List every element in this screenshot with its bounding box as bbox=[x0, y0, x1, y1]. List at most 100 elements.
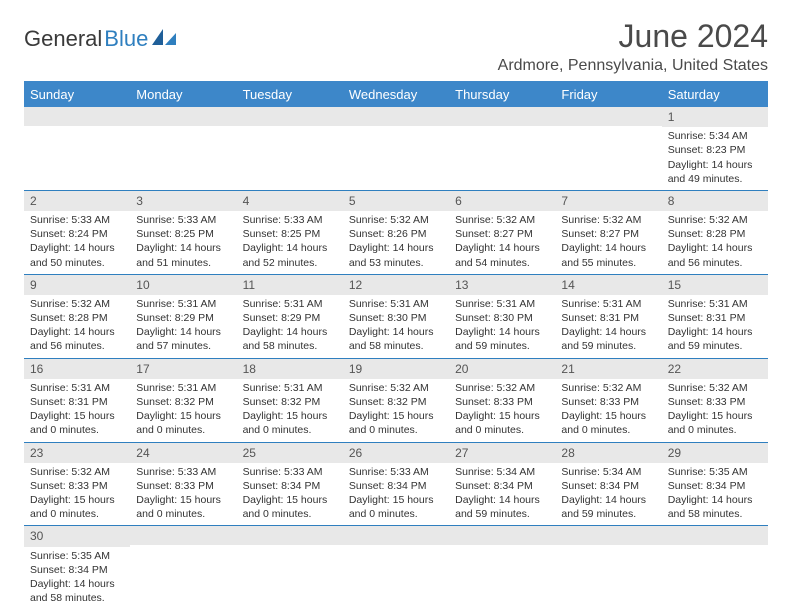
calendar-cell: 16Sunrise: 5:31 AMSunset: 8:31 PMDayligh… bbox=[24, 358, 130, 442]
day-number: 13 bbox=[449, 275, 555, 295]
daylight-text: Daylight: 14 hours and 59 minutes. bbox=[455, 325, 549, 353]
sunrise-text: Sunrise: 5:31 AM bbox=[243, 297, 337, 311]
calendar-cell: 15Sunrise: 5:31 AMSunset: 8:31 PMDayligh… bbox=[662, 274, 768, 358]
sunrise-text: Sunrise: 5:33 AM bbox=[243, 465, 337, 479]
calendar-cell bbox=[24, 107, 130, 190]
cell-body: Sunrise: 5:35 AMSunset: 8:34 PMDaylight:… bbox=[662, 463, 768, 526]
cell-body: Sunrise: 5:32 AMSunset: 8:28 PMDaylight:… bbox=[24, 295, 130, 358]
day-number bbox=[343, 526, 449, 545]
day-number: 20 bbox=[449, 359, 555, 379]
sunrise-text: Sunrise: 5:31 AM bbox=[30, 381, 124, 395]
calendar-cell: 21Sunrise: 5:32 AMSunset: 8:33 PMDayligh… bbox=[555, 358, 661, 442]
daylight-text: Daylight: 14 hours and 58 minutes. bbox=[668, 493, 762, 521]
cell-body: Sunrise: 5:31 AMSunset: 8:31 PMDaylight:… bbox=[24, 379, 130, 442]
calendar-cell bbox=[237, 526, 343, 609]
sunrise-text: Sunrise: 5:32 AM bbox=[455, 381, 549, 395]
sunset-text: Sunset: 8:30 PM bbox=[455, 311, 549, 325]
calendar-cell: 1Sunrise: 5:34 AMSunset: 8:23 PMDaylight… bbox=[662, 107, 768, 190]
day-number bbox=[24, 107, 130, 126]
calendar-cell bbox=[662, 526, 768, 609]
calendar-cell: 22Sunrise: 5:32 AMSunset: 8:33 PMDayligh… bbox=[662, 358, 768, 442]
sunrise-text: Sunrise: 5:34 AM bbox=[668, 129, 762, 143]
daylight-text: Daylight: 14 hours and 59 minutes. bbox=[561, 493, 655, 521]
day-number: 25 bbox=[237, 443, 343, 463]
logo-sail-icon bbox=[152, 27, 178, 52]
location-text: Ardmore, Pennsylvania, United States bbox=[498, 57, 768, 75]
cell-body: Sunrise: 5:31 AMSunset: 8:31 PMDaylight:… bbox=[555, 295, 661, 358]
day-number bbox=[237, 107, 343, 126]
calendar-cell: 12Sunrise: 5:31 AMSunset: 8:30 PMDayligh… bbox=[343, 274, 449, 358]
cell-body: Sunrise: 5:31 AMSunset: 8:30 PMDaylight:… bbox=[449, 295, 555, 358]
day-number: 4 bbox=[237, 191, 343, 211]
calendar-cell: 19Sunrise: 5:32 AMSunset: 8:32 PMDayligh… bbox=[343, 358, 449, 442]
calendar-cell: 28Sunrise: 5:34 AMSunset: 8:34 PMDayligh… bbox=[555, 442, 661, 526]
cell-body: Sunrise: 5:31 AMSunset: 8:31 PMDaylight:… bbox=[662, 295, 768, 358]
sunset-text: Sunset: 8:34 PM bbox=[561, 479, 655, 493]
daylight-text: Daylight: 14 hours and 58 minutes. bbox=[243, 325, 337, 353]
cell-body: Sunrise: 5:32 AMSunset: 8:27 PMDaylight:… bbox=[449, 211, 555, 274]
calendar-table: SundayMondayTuesdayWednesdayThursdayFrid… bbox=[24, 81, 768, 609]
sunset-text: Sunset: 8:34 PM bbox=[668, 479, 762, 493]
sunrise-text: Sunrise: 5:32 AM bbox=[30, 465, 124, 479]
day-number: 5 bbox=[343, 191, 449, 211]
cell-body: Sunrise: 5:33 AMSunset: 8:34 PMDaylight:… bbox=[343, 463, 449, 526]
sunset-text: Sunset: 8:26 PM bbox=[349, 227, 443, 241]
calendar-cell: 29Sunrise: 5:35 AMSunset: 8:34 PMDayligh… bbox=[662, 442, 768, 526]
sunset-text: Sunset: 8:33 PM bbox=[668, 395, 762, 409]
day-number: 30 bbox=[24, 526, 130, 546]
cell-body: Sunrise: 5:34 AMSunset: 8:34 PMDaylight:… bbox=[555, 463, 661, 526]
sunset-text: Sunset: 8:27 PM bbox=[455, 227, 549, 241]
sunrise-text: Sunrise: 5:33 AM bbox=[136, 213, 230, 227]
calendar-cell bbox=[343, 526, 449, 609]
daylight-text: Daylight: 14 hours and 55 minutes. bbox=[561, 241, 655, 269]
daylight-text: Daylight: 14 hours and 58 minutes. bbox=[30, 577, 124, 605]
day-header: Friday bbox=[555, 82, 661, 108]
day-header: Wednesday bbox=[343, 82, 449, 108]
calendar-cell: 10Sunrise: 5:31 AMSunset: 8:29 PMDayligh… bbox=[130, 274, 236, 358]
cell-body: Sunrise: 5:31 AMSunset: 8:29 PMDaylight:… bbox=[130, 295, 236, 358]
day-number bbox=[237, 526, 343, 545]
daylight-text: Daylight: 15 hours and 0 minutes. bbox=[455, 409, 549, 437]
sunrise-text: Sunrise: 5:35 AM bbox=[30, 549, 124, 563]
calendar-cell bbox=[555, 526, 661, 609]
cell-body: Sunrise: 5:33 AMSunset: 8:24 PMDaylight:… bbox=[24, 211, 130, 274]
calendar-cell: 13Sunrise: 5:31 AMSunset: 8:30 PMDayligh… bbox=[449, 274, 555, 358]
day-number: 10 bbox=[130, 275, 236, 295]
calendar-cell: 8Sunrise: 5:32 AMSunset: 8:28 PMDaylight… bbox=[662, 190, 768, 274]
calendar-cell bbox=[555, 107, 661, 190]
day-number bbox=[449, 526, 555, 545]
sunrise-text: Sunrise: 5:31 AM bbox=[561, 297, 655, 311]
sunset-text: Sunset: 8:33 PM bbox=[561, 395, 655, 409]
daylight-text: Daylight: 14 hours and 54 minutes. bbox=[455, 241, 549, 269]
sunset-text: Sunset: 8:28 PM bbox=[668, 227, 762, 241]
cell-body: Sunrise: 5:33 AMSunset: 8:25 PMDaylight:… bbox=[237, 211, 343, 274]
day-number: 3 bbox=[130, 191, 236, 211]
calendar-cell: 14Sunrise: 5:31 AMSunset: 8:31 PMDayligh… bbox=[555, 274, 661, 358]
sunset-text: Sunset: 8:23 PM bbox=[668, 143, 762, 157]
day-number: 24 bbox=[130, 443, 236, 463]
sunrise-text: Sunrise: 5:31 AM bbox=[668, 297, 762, 311]
cell-body: Sunrise: 5:31 AMSunset: 8:32 PMDaylight:… bbox=[130, 379, 236, 442]
title-block: June 2024 Ardmore, Pennsylvania, United … bbox=[498, 18, 768, 75]
calendar-cell: 7Sunrise: 5:32 AMSunset: 8:27 PMDaylight… bbox=[555, 190, 661, 274]
day-number: 14 bbox=[555, 275, 661, 295]
cell-body: Sunrise: 5:32 AMSunset: 8:32 PMDaylight:… bbox=[343, 379, 449, 442]
daylight-text: Daylight: 14 hours and 52 minutes. bbox=[243, 241, 337, 269]
day-number bbox=[343, 107, 449, 126]
day-number bbox=[662, 526, 768, 545]
day-header: Thursday bbox=[449, 82, 555, 108]
calendar-cell: 5Sunrise: 5:32 AMSunset: 8:26 PMDaylight… bbox=[343, 190, 449, 274]
calendar-cell: 27Sunrise: 5:34 AMSunset: 8:34 PMDayligh… bbox=[449, 442, 555, 526]
day-number: 28 bbox=[555, 443, 661, 463]
calendar-cell bbox=[343, 107, 449, 190]
day-number bbox=[130, 526, 236, 545]
sunset-text: Sunset: 8:31 PM bbox=[561, 311, 655, 325]
sunrise-text: Sunrise: 5:32 AM bbox=[561, 213, 655, 227]
cell-body: Sunrise: 5:32 AMSunset: 8:28 PMDaylight:… bbox=[662, 211, 768, 274]
daylight-text: Daylight: 15 hours and 0 minutes. bbox=[668, 409, 762, 437]
calendar-cell: 20Sunrise: 5:32 AMSunset: 8:33 PMDayligh… bbox=[449, 358, 555, 442]
sunrise-text: Sunrise: 5:33 AM bbox=[349, 465, 443, 479]
sunrise-text: Sunrise: 5:33 AM bbox=[243, 213, 337, 227]
sunset-text: Sunset: 8:28 PM bbox=[30, 311, 124, 325]
calendar-cell: 30Sunrise: 5:35 AMSunset: 8:34 PMDayligh… bbox=[24, 526, 130, 609]
